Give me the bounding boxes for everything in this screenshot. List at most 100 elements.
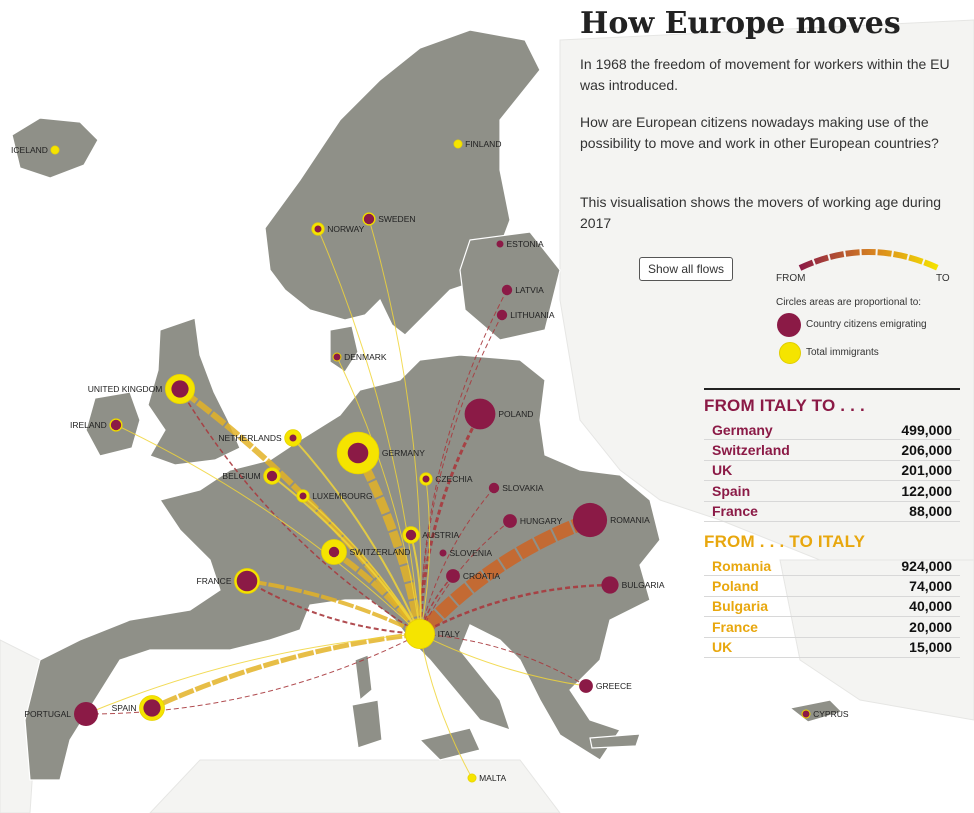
- emigrating-circle: [299, 492, 307, 500]
- immigrants-circle: [404, 619, 435, 650]
- legend-emigrating-label: Country citizens emigrating: [806, 319, 927, 330]
- emigrating-circle: [363, 213, 375, 225]
- country-marker-lithuania[interactable]: LITHUANIA: [496, 309, 555, 321]
- country-label: SPAIN: [112, 703, 137, 713]
- country-marker-croatia[interactable]: CROATIA: [446, 569, 500, 583]
- flow-from-italy-portugal: [85, 633, 421, 715]
- show-all-flows-button[interactable]: Show all flows: [639, 257, 733, 281]
- country-marker-finland[interactable]: FINLAND: [453, 139, 502, 149]
- row-country: Romania: [712, 557, 772, 574]
- row-country: Switzerland: [712, 442, 790, 459]
- table-row: Poland 74,000: [704, 576, 960, 597]
- country-marker-ireland[interactable]: IRELAND: [70, 418, 123, 432]
- flow-to-italy-poland: [418, 413, 482, 635]
- country-marker-czechia[interactable]: CZECHIA: [419, 472, 473, 486]
- table-row: France 20,000: [704, 617, 960, 638]
- country-label: GERMANY: [382, 448, 425, 458]
- country-marker-estonia[interactable]: ESTONIA: [496, 239, 544, 249]
- row-country: France: [712, 618, 758, 635]
- country-marker-latvia[interactable]: LATVIA: [501, 284, 544, 296]
- emigrating-circle: [601, 576, 619, 594]
- continent-shape: [24, 354, 661, 781]
- flow-to-italy-greece: [419, 633, 587, 687]
- country-label: SLOVENIA: [450, 548, 493, 558]
- country-label: DENMARK: [344, 352, 387, 362]
- country-label: SLOVAKIA: [502, 483, 544, 493]
- country-label: MALTA: [479, 773, 506, 783]
- country-label: POLAND: [498, 409, 533, 419]
- country-marker-romania[interactable]: ROMANIA: [572, 502, 650, 538]
- background-land: [0, 19, 974, 813]
- row-value: 206,000: [901, 442, 952, 459]
- country-marker-italy[interactable]: ITALY: [404, 619, 460, 650]
- row-country: Germany: [712, 421, 773, 438]
- flow-to-italy-slovakia: [419, 487, 495, 635]
- country-marker-hungary[interactable]: HUNGARY: [503, 514, 563, 528]
- row-country: Bulgaria: [712, 598, 769, 615]
- table-row: UK 201,000: [704, 461, 960, 482]
- emigrating-circle: [488, 482, 500, 494]
- emigrating-circle: [405, 529, 417, 541]
- country-marker-switzerland[interactable]: SWITZERLAND: [321, 539, 411, 565]
- intro-paragraph-1: In 1968 the freedom of movement for work…: [580, 56, 950, 93]
- flow-from-italy-czechia: [419, 478, 431, 635]
- flow-to-italy-croatia: [419, 575, 454, 635]
- country-label: FRANCE: [197, 576, 232, 586]
- to-italy-table: FROM . . . TO ITALY Romania 924,000 Poland…: [704, 526, 960, 658]
- country-marker-iceland[interactable]: ICELAND: [11, 145, 60, 155]
- row-value: 499,000: [901, 421, 952, 438]
- legend-caption: Circles areas are proportional to:: [776, 297, 922, 308]
- country-marker-norway[interactable]: NORWAY: [311, 222, 365, 236]
- legend-from-label: FROM: [776, 273, 806, 284]
- flow-to-italy-france: [246, 580, 421, 635]
- emigrating-circle: [74, 702, 98, 726]
- country-label: ROMANIA: [610, 515, 650, 525]
- country-label: FINLAND: [465, 139, 501, 149]
- country-marker-sweden[interactable]: SWEDEN: [362, 212, 416, 226]
- emigrating-circle: [314, 225, 322, 233]
- table-row: Germany 499,000: [704, 420, 960, 441]
- flow-to-italy-romania: [414, 513, 593, 639]
- immigrants-circle: [50, 145, 60, 155]
- country-marker-slovakia[interactable]: SLOVAKIA: [488, 482, 544, 494]
- table-row: France 88,000: [704, 502, 960, 522]
- emigrating-circle: [802, 710, 810, 718]
- country-label: CZECHIA: [435, 474, 473, 484]
- emigrating-circle: [328, 546, 340, 558]
- intro-paragraph-2: How are European citizens nowadays makin…: [580, 114, 939, 151]
- corsica-shape: [354, 654, 373, 702]
- country-label: IRELAND: [70, 420, 107, 430]
- country-label: CROATIA: [463, 571, 500, 581]
- country-marker-luxembourg[interactable]: LUXEMBOURG: [296, 489, 373, 503]
- country-marker-portugal[interactable]: PORTUGAL: [24, 702, 98, 726]
- country-marker-denmark[interactable]: DENMARK: [332, 352, 387, 362]
- country-marker-belgium[interactable]: BELGIUM: [222, 467, 281, 485]
- from-italy-table: FROM ITALY TO . . . Germany 499,000 Switze…: [704, 388, 960, 522]
- country-label: BELGIUM: [222, 471, 260, 481]
- flow-from-italy-sweden: [368, 218, 422, 635]
- row-value: 15,000: [909, 639, 952, 656]
- country-marker-france[interactable]: FRANCE: [197, 568, 260, 594]
- country-marker-united-kingdom[interactable]: UNITED KINGDOM: [88, 373, 195, 404]
- emigrating-circle: [439, 549, 447, 557]
- country-marker-malta[interactable]: MALTA: [467, 773, 507, 783]
- row-value: 924,000: [901, 557, 952, 574]
- country-marker-bulgaria[interactable]: BULGARIA: [601, 576, 665, 594]
- country-marker-austria[interactable]: AUSTRIA: [402, 526, 460, 544]
- intro-paragraph-3: This visualisation shows the movers of w…: [580, 194, 942, 231]
- flow-from-italy-malta: [419, 633, 473, 779]
- country-marker-netherlands[interactable]: NETHERLANDS: [218, 429, 302, 447]
- emigrating-circle: [496, 309, 508, 321]
- country-marker-germany[interactable]: GERMANY: [336, 431, 425, 475]
- country-label: NORWAY: [327, 224, 364, 234]
- country-marker-cyprus[interactable]: CYPRUS: [801, 709, 849, 719]
- country-marker-greece[interactable]: GREECE: [579, 679, 632, 693]
- legend-immigrants-label: Total immigrants: [806, 347, 879, 358]
- emigrating-circle: [110, 419, 122, 431]
- row-country: France: [712, 503, 758, 520]
- country-label: NETHERLANDS: [218, 433, 282, 443]
- country-marker-slovenia[interactable]: SLOVENIA: [439, 548, 493, 558]
- country-marker-poland[interactable]: POLAND: [464, 398, 534, 430]
- country-marker-spain[interactable]: SPAIN: [112, 695, 165, 721]
